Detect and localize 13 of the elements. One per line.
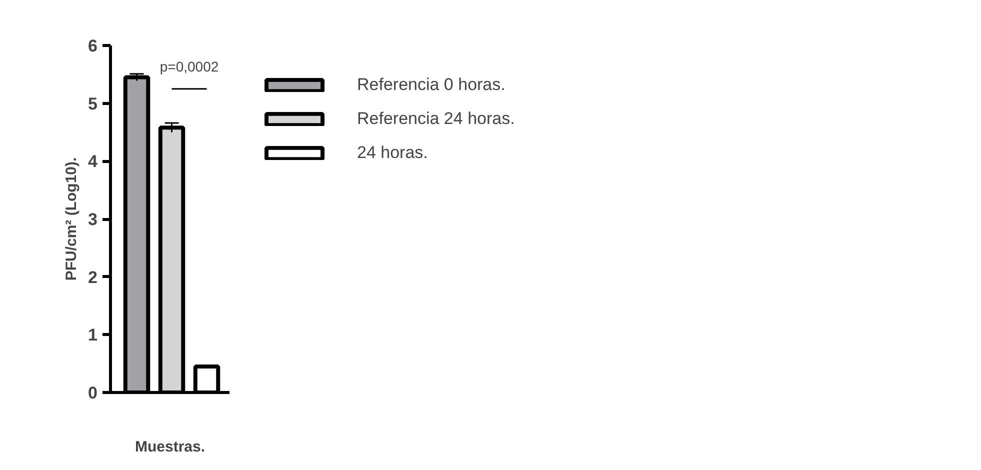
y-tick-label: 1 bbox=[88, 326, 98, 345]
legend-label: Referencia 0 horas. bbox=[357, 75, 506, 95]
y-tick-label: 5 bbox=[88, 94, 98, 114]
y-tick-label: 6 bbox=[88, 36, 98, 56]
y-tick-label: 4 bbox=[88, 152, 98, 172]
y-tick-label: 2 bbox=[88, 268, 98, 287]
annotation: p=0,0002 bbox=[160, 58, 219, 74]
y-tick-label: 3 bbox=[88, 210, 98, 229]
legend-label: Referencia 24 horas. bbox=[357, 109, 515, 129]
legend-label: 24 horas. bbox=[357, 143, 428, 163]
y-axis-title: PFU/cm² (Log10). bbox=[63, 157, 80, 281]
y-tick-label: 0 bbox=[88, 384, 98, 402]
x-axis-title: Muestras. bbox=[134, 438, 206, 456]
